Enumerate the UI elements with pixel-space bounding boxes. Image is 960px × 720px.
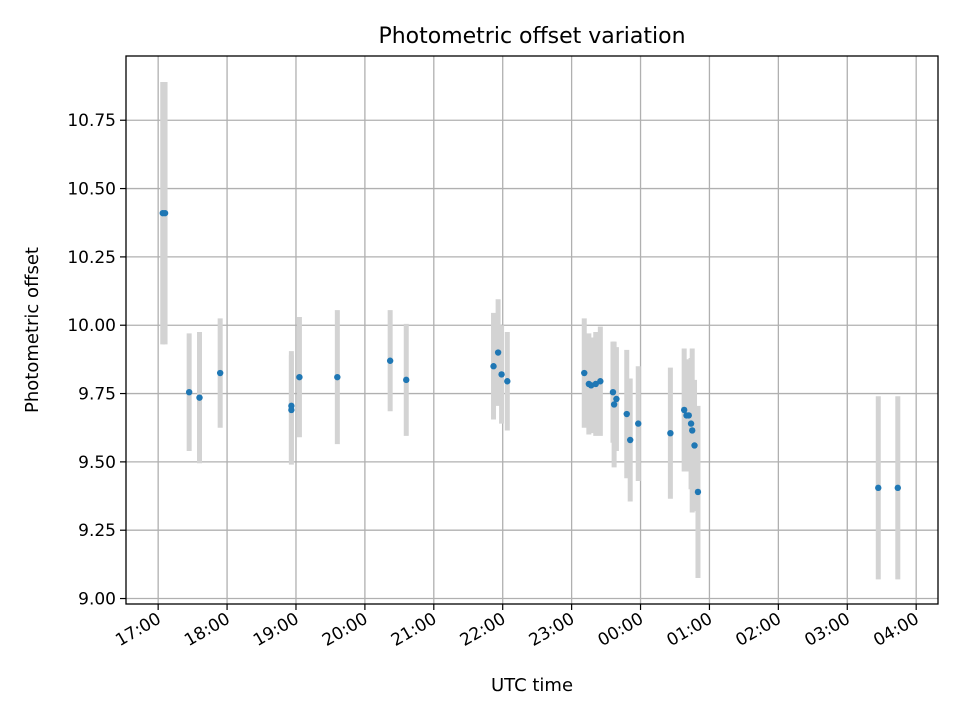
x-axis-ticks: 17:00 18:00 19:00 20:00 21:00 22:00 23:00 00:00…	[112, 604, 923, 651]
data-point	[288, 406, 295, 414]
data-point	[494, 349, 502, 356]
data-points	[159, 209, 902, 496]
data-point	[161, 209, 169, 217]
data-point	[894, 484, 902, 492]
x-tick-label: 22:00	[457, 609, 509, 651]
data-point	[875, 484, 882, 492]
data-point	[689, 427, 696, 434]
x-tick-label: 21:00	[388, 609, 440, 651]
x-tick-label: 03:00	[801, 609, 853, 651]
data-point	[667, 429, 674, 437]
data-point	[610, 401, 618, 408]
data-point	[216, 369, 224, 377]
data-point	[635, 420, 642, 427]
y-axis-label: Photometric offset	[22, 247, 43, 413]
grid-lines	[126, 56, 938, 604]
y-tick-label: 9.00	[78, 590, 116, 610]
data-point	[504, 378, 511, 385]
data-point	[685, 412, 692, 419]
error-bars	[160, 81, 901, 580]
data-point	[592, 380, 599, 388]
y-tick-label: 9.50	[78, 453, 116, 473]
data-point	[334, 373, 341, 381]
chart-title: Photometric offset variation	[378, 24, 685, 49]
y-tick-label: 9.75	[78, 385, 116, 405]
x-tick-label: 19:00	[250, 609, 302, 651]
y-tick-label: 10.00	[67, 316, 116, 336]
x-tick-label: 20:00	[319, 609, 371, 651]
data-point	[680, 406, 688, 414]
y-tick-label: 10.75	[67, 111, 116, 131]
y-tick-label: 10.50	[67, 180, 116, 200]
data-point	[296, 373, 303, 381]
data-point	[386, 357, 394, 364]
y-axis-ticks: 9.00 9.25 9.50 9.75 10.00 10.25 10.50 10.75	[67, 111, 126, 610]
x-tick-label: 02:00	[732, 609, 784, 651]
data-point	[490, 363, 497, 370]
x-tick-label: 04:00	[870, 609, 922, 651]
x-tick-label: 01:00	[664, 609, 716, 651]
data-point	[687, 420, 695, 427]
data-point	[691, 442, 698, 449]
x-tick-label: 00:00	[595, 609, 647, 651]
data-point	[403, 376, 410, 384]
x-tick-label: 17:00	[112, 609, 164, 651]
x-tick-label: 18:00	[181, 609, 233, 651]
y-tick-label: 9.25	[78, 521, 116, 541]
data-point	[623, 410, 630, 418]
data-point	[185, 388, 193, 396]
data-point	[613, 395, 620, 403]
data-point	[609, 388, 617, 396]
data-point	[626, 436, 634, 444]
x-axis-label: UTC time	[491, 675, 573, 696]
data-point	[498, 371, 505, 378]
y-tick-label: 10.25	[67, 248, 116, 268]
data-point	[581, 369, 588, 377]
data-point	[196, 394, 203, 401]
x-tick-label: 23:00	[526, 609, 578, 651]
data-point	[597, 378, 604, 385]
plot-area-frame	[125, 55, 939, 605]
data-point	[694, 488, 702, 496]
